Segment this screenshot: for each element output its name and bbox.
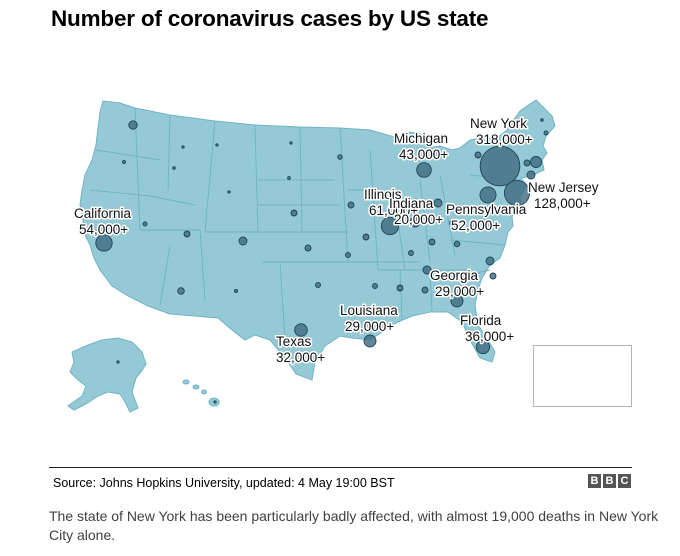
state-label-louisiana: Louisiana 29,000+ (340, 303, 398, 334)
state-bubble-louisiana (363, 334, 377, 348)
state-label-texas: Texas 32,000+ (276, 334, 325, 365)
bbc-logo-letter: B (588, 474, 601, 488)
state-bubble (289, 141, 293, 145)
state-bubble (177, 287, 185, 295)
state-bubble-georgia (450, 294, 464, 308)
state-label-georgia: Georgia 29,000+ (430, 268, 484, 299)
state-label-california: California 54,000+ (74, 206, 132, 237)
state-bubble (396, 284, 404, 292)
state-border-line (429, 269, 433, 313)
bbc-logo: B B C (588, 474, 631, 488)
us-land (67, 99, 556, 413)
state-border-line (159, 244, 171, 306)
state-label-florida: Florida 36,000+ (460, 313, 514, 344)
bbc-logo-letter: B (603, 474, 616, 488)
state-border-line (449, 239, 506, 246)
state-bubble (304, 244, 312, 252)
state-border-line (419, 179, 431, 263)
state-bubble (530, 156, 542, 168)
state-bubble-michigan (416, 162, 432, 178)
state-bubble (128, 120, 138, 130)
state-bubble (183, 230, 191, 238)
state-border-line (254, 124, 259, 233)
state-border-line (204, 120, 216, 233)
state-labels: New York 318,000+ New Jersey 128,000+ Califo… (73, 115, 601, 367)
state-border-line (339, 127, 349, 263)
caption-text: The state of New York has been particula… (49, 508, 659, 543)
state-bubble (421, 286, 429, 294)
state-border-line (89, 189, 151, 197)
state-border-line (439, 174, 456, 256)
state-border-line (444, 269, 491, 281)
state-bubble (238, 236, 248, 246)
state-bubble (408, 250, 414, 256)
state-bubble-new-york (479, 145, 521, 187)
state-bubble (372, 283, 378, 289)
state-bubble (181, 145, 185, 149)
state-bubble (526, 170, 536, 180)
state-bubble (213, 400, 217, 404)
source-text: Source: Johns Hopkins University, update… (53, 476, 395, 490)
legend-box (533, 345, 632, 407)
state-bubble (172, 166, 176, 170)
state-bubble (142, 221, 148, 227)
state-bubble-pennsylvania (479, 186, 497, 204)
state-bubble (122, 226, 126, 230)
state-bubble-florida (475, 339, 491, 355)
state-bubble (315, 282, 321, 288)
state-bubble (337, 154, 343, 160)
state-border-line (199, 229, 206, 301)
state-bubble (523, 159, 531, 167)
state-bubble (347, 201, 355, 209)
state-label-indiana: Indiana 20,000+ (389, 196, 443, 227)
state-label-new-jersey: New Jersey 128,000+ (528, 180, 599, 211)
state-bubble (449, 219, 457, 227)
state-bubble (287, 176, 291, 180)
state-border-line (454, 204, 516, 211)
state-label-new-york: New York 318,000+ (470, 116, 533, 147)
state-bubble (433, 198, 443, 208)
state-bubble-california (95, 234, 113, 252)
state-bubble (122, 160, 126, 164)
state-bubble (215, 143, 219, 147)
us-map: New York 318,000+ New Jersey 128,000+ Califo… (67, 99, 611, 413)
state-bubble (290, 209, 298, 217)
state-bubble (489, 272, 497, 280)
state-bubble (485, 256, 495, 266)
state-border-line (95, 149, 161, 161)
state-bubble (543, 130, 549, 136)
state-bubble (345, 252, 351, 258)
bbc-logo-letter: C (618, 474, 631, 488)
contiguous-us-shape (79, 99, 556, 381)
state-border-line (167, 114, 171, 191)
state-bubble (422, 265, 432, 275)
source-divider (49, 467, 632, 468)
state-bubble (116, 360, 120, 364)
alaska-shape (67, 337, 147, 413)
state-border-line (369, 149, 379, 271)
case-bubbles (95, 118, 549, 404)
state-bubble (362, 233, 370, 241)
state-bubble (453, 240, 461, 248)
state-bubble (227, 190, 231, 194)
state-bubble-texas (294, 323, 308, 337)
state-border-line (399, 269, 403, 321)
state-borders (89, 107, 521, 341)
state-bubble (428, 238, 436, 246)
state-border-line (299, 126, 303, 233)
state-bubble-new-jersey (503, 179, 531, 207)
state-border-line (149, 195, 196, 206)
map-title: Number of coronavirus cases by US state (51, 6, 489, 31)
state-label-pennsylvania: Pennsylvania 52,000+ (446, 202, 527, 233)
state-border-line (394, 199, 406, 271)
state-bubble (540, 118, 544, 122)
state-label-illinois: Illinois 61,000+ (364, 187, 418, 218)
state-bubble (474, 151, 482, 159)
state-border-line (279, 261, 286, 341)
state-bubble (233, 288, 239, 294)
state-bubble-indiana (409, 216, 421, 228)
state-bubble-illinois (380, 216, 400, 236)
state-label-michigan: Michigan 43,000+ (394, 131, 448, 162)
